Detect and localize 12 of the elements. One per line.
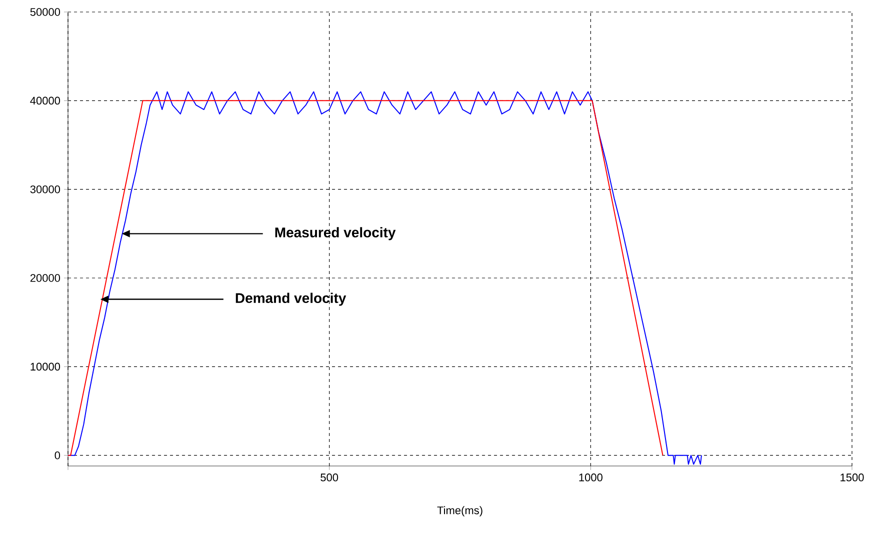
y-tick-label: 30000 [30, 185, 60, 194]
x-tick-label: 1500 [840, 474, 864, 482]
y-tick-label: 40000 [30, 96, 60, 105]
y-tick-label: 50000 [30, 8, 60, 16]
annotation: Measured velocity [275, 227, 396, 240]
y-tick-label: 20000 [30, 274, 60, 282]
annotation: Demand velocity [236, 292, 346, 306]
x-tick-label: 500 [320, 474, 338, 482]
x-axis-title: Time(ms) [437, 506, 482, 516]
y-tick-label: 0 [54, 451, 60, 460]
y-tick-label: 10000 [30, 362, 60, 371]
x-tick-label: 1000 [579, 474, 602, 482]
